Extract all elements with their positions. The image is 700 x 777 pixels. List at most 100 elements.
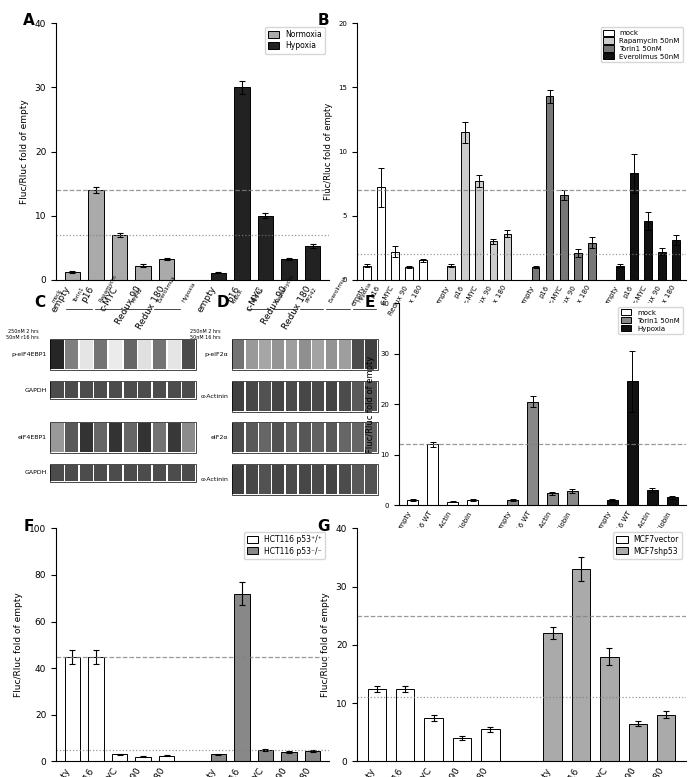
Bar: [644, 221, 652, 280]
Bar: [312, 465, 324, 493]
Text: PP242: PP242: [131, 286, 144, 303]
Bar: [424, 718, 443, 761]
Text: mock: mock: [51, 287, 63, 303]
Bar: [124, 423, 136, 452]
Text: D: D: [216, 295, 229, 310]
Text: α-Actinin: α-Actinin: [201, 476, 229, 482]
Bar: [139, 465, 151, 481]
Bar: [626, 382, 638, 505]
Bar: [65, 272, 80, 280]
Bar: [159, 755, 174, 761]
Bar: [65, 423, 78, 452]
Bar: [588, 242, 596, 280]
Bar: [489, 242, 497, 280]
Y-axis label: Fluc/Rluc fold of empty: Fluc/Rluc fold of empty: [323, 103, 332, 200]
Y-axis label: Fluc/Rluc fold of empty: Fluc/Rluc fold of empty: [20, 99, 29, 204]
Bar: [109, 423, 122, 452]
Bar: [124, 340, 136, 369]
Bar: [543, 633, 562, 761]
Bar: [352, 423, 364, 452]
Bar: [182, 423, 195, 452]
Text: B: B: [318, 13, 329, 28]
Bar: [377, 187, 385, 280]
Bar: [339, 382, 351, 411]
Bar: [50, 381, 196, 399]
Bar: [211, 754, 226, 761]
Bar: [481, 730, 500, 761]
Bar: [80, 340, 93, 369]
Y-axis label: Fluc/Rluc fold of empty: Fluc/Rluc fold of empty: [321, 593, 330, 697]
Bar: [396, 688, 414, 761]
Bar: [211, 273, 226, 280]
Bar: [65, 465, 78, 481]
Bar: [139, 382, 151, 399]
Bar: [232, 423, 244, 452]
Text: 250nM 2 hrs: 250nM 2 hrs: [8, 329, 39, 334]
Bar: [272, 382, 284, 411]
Bar: [527, 402, 538, 505]
Text: 50nM 16 hrs: 50nM 16 hrs: [190, 335, 221, 340]
Bar: [124, 382, 136, 399]
Y-axis label: Fluc/Rluc fold of empty: Fluc/Rluc fold of empty: [365, 355, 375, 453]
Text: Hypoxia: Hypoxia: [357, 281, 372, 303]
Bar: [326, 382, 337, 411]
Bar: [352, 465, 364, 493]
Text: Torin1: Torin1: [73, 286, 85, 303]
Legend: HCT116 p53⁺/⁺, HCT116 p53⁻/⁻: HCT116 p53⁺/⁺, HCT116 p53⁻/⁻: [244, 532, 326, 559]
Bar: [182, 382, 195, 399]
Bar: [312, 423, 324, 452]
Bar: [232, 381, 378, 412]
Bar: [112, 235, 127, 280]
Bar: [234, 88, 250, 280]
Bar: [232, 382, 244, 411]
Bar: [232, 422, 378, 453]
Bar: [312, 382, 324, 411]
Bar: [246, 423, 258, 452]
Bar: [182, 340, 195, 369]
Bar: [153, 382, 166, 399]
Bar: [363, 266, 371, 280]
Bar: [567, 491, 578, 505]
Bar: [326, 465, 337, 493]
Bar: [159, 260, 174, 280]
Bar: [65, 657, 80, 761]
Bar: [94, 382, 108, 399]
Bar: [94, 465, 108, 481]
Bar: [153, 465, 166, 481]
Bar: [153, 340, 166, 369]
Text: 50nM r16 hrs: 50nM r16 hrs: [6, 335, 39, 340]
Bar: [368, 688, 386, 761]
Bar: [572, 569, 590, 761]
Bar: [600, 657, 619, 761]
Bar: [167, 382, 181, 399]
Bar: [305, 751, 320, 761]
Bar: [299, 382, 311, 411]
Bar: [109, 340, 122, 369]
Bar: [507, 500, 518, 505]
Bar: [109, 382, 122, 399]
Bar: [246, 382, 258, 411]
Bar: [50, 423, 64, 452]
Bar: [546, 96, 554, 280]
Text: GAPDH: GAPDH: [25, 388, 47, 392]
Bar: [167, 465, 181, 481]
Text: Hypoxia: Hypoxia: [181, 281, 197, 303]
Text: p-eIF2α: p-eIF2α: [205, 353, 229, 357]
Bar: [305, 246, 320, 280]
Bar: [503, 234, 511, 280]
Bar: [50, 382, 64, 399]
Bar: [453, 738, 471, 761]
Bar: [94, 423, 108, 452]
Bar: [560, 195, 568, 280]
Bar: [339, 340, 351, 369]
Text: mock: mock: [232, 287, 244, 303]
Bar: [232, 340, 244, 369]
Bar: [405, 267, 413, 280]
Text: Everolimus: Everolimus: [328, 274, 348, 303]
Bar: [258, 750, 273, 761]
Bar: [232, 340, 378, 371]
Bar: [80, 423, 93, 452]
Bar: [112, 754, 127, 761]
Bar: [299, 423, 311, 452]
Bar: [339, 465, 351, 493]
